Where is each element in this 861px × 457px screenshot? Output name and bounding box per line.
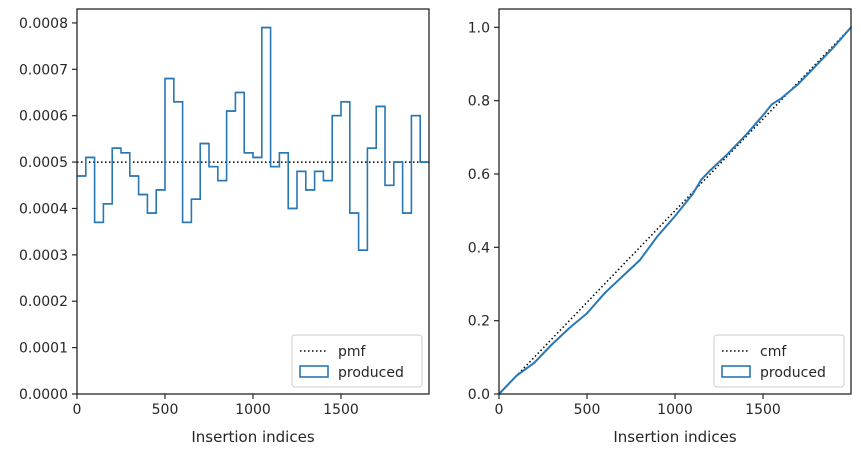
y-tick-label: 0.6 bbox=[468, 167, 490, 183]
y-tick-label: 0.8 bbox=[468, 94, 490, 110]
data-point bbox=[551, 343, 553, 346]
x-tick-label: 0 bbox=[495, 402, 504, 418]
data-point bbox=[603, 292, 606, 294]
x-tick-label: 500 bbox=[574, 402, 601, 418]
y-tick-label: 0.0008 bbox=[19, 16, 68, 32]
y-tick-label: 0.0006 bbox=[19, 109, 68, 125]
data-point bbox=[586, 312, 588, 315]
legend-label-produced: produced bbox=[338, 365, 404, 381]
data-point bbox=[744, 134, 747, 137]
data-point bbox=[656, 235, 659, 238]
y-tick-label: 0.4 bbox=[468, 240, 490, 256]
y-tick-label: 0.0000 bbox=[19, 387, 68, 403]
y-tick-label: 0.0004 bbox=[19, 201, 68, 217]
legend-label-cmf: cmf bbox=[760, 344, 787, 360]
data-point bbox=[639, 259, 641, 261]
y-tick-label: 0.2 bbox=[468, 314, 490, 330]
x-axis-label: Insertion indices bbox=[191, 428, 314, 446]
chart-panel-2 bbox=[494, 8, 852, 399]
data-point bbox=[727, 153, 729, 155]
legend-box bbox=[713, 334, 845, 388]
data-point bbox=[832, 46, 835, 49]
y-tick-label: 0.0005 bbox=[19, 155, 68, 171]
x-tick-label: 1000 bbox=[235, 402, 271, 418]
data-point bbox=[691, 193, 694, 195]
histogram-step-produced bbox=[77, 26, 429, 252]
x-tick-label: 1500 bbox=[745, 402, 781, 418]
y-tick-label: 0.0007 bbox=[19, 62, 68, 78]
x-axis-label: Insertion indices bbox=[613, 428, 736, 446]
x-tick-label: 1500 bbox=[323, 402, 359, 418]
data-point bbox=[762, 114, 764, 117]
data-point bbox=[621, 275, 623, 278]
data-point bbox=[515, 374, 518, 377]
data-point bbox=[771, 103, 773, 106]
data-point bbox=[815, 65, 817, 67]
legend-label-pmf: pmf bbox=[338, 344, 367, 360]
x-tick-label: 1000 bbox=[657, 402, 693, 418]
y-tick-label: 0.0001 bbox=[19, 341, 68, 357]
legend-box bbox=[291, 334, 423, 388]
chart-panel-1 bbox=[72, 8, 430, 399]
y-tick-label: 0.0003 bbox=[19, 248, 68, 264]
y-tick-label: 0.0002 bbox=[19, 294, 68, 310]
y-tick-label: 1.0 bbox=[468, 20, 490, 36]
legend-label-produced: produced bbox=[760, 365, 826, 381]
reference-line-cmf bbox=[498, 26, 852, 395]
x-tick-label: 500 bbox=[152, 402, 179, 418]
legend-swatch-produced bbox=[721, 365, 751, 378]
x-tick-label: 0 bbox=[73, 402, 82, 418]
data-point bbox=[700, 178, 703, 181]
data-point bbox=[568, 327, 571, 329]
legend-swatch-produced bbox=[299, 365, 329, 378]
data-point bbox=[709, 169, 711, 172]
data-point bbox=[797, 83, 799, 85]
data-point bbox=[779, 98, 782, 100]
data-point bbox=[533, 362, 535, 364]
data-point bbox=[674, 215, 676, 217]
y-tick-label: 0.0 bbox=[468, 387, 490, 403]
